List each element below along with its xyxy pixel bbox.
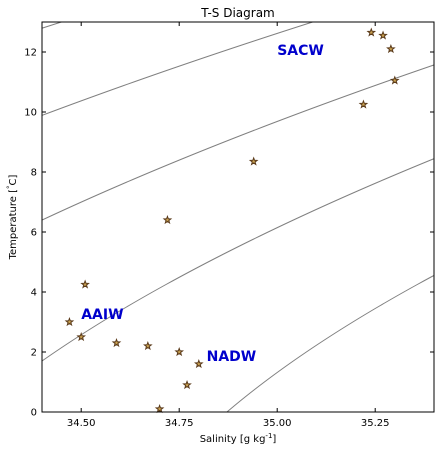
data-point	[154, 403, 165, 414]
data-point	[64, 316, 75, 327]
x-tick-label: 34.50	[67, 418, 96, 429]
x-tick-label: 34.75	[165, 418, 194, 429]
plot-frame	[41, 21, 435, 413]
annotation-aaiw: AAIW	[81, 307, 123, 323]
y-tick-label: 10	[24, 108, 37, 119]
chart-title: T-S Diagram	[200, 6, 275, 20]
x-tick-label: 35.00	[263, 418, 292, 429]
data-point	[358, 99, 369, 109]
data-point	[182, 379, 192, 390]
y-tick-label: 12	[24, 48, 37, 59]
annotation-sacw: SACW	[277, 43, 324, 59]
density-contour-6	[226, 274, 434, 412]
data-point	[378, 30, 388, 40]
density-contour-3	[42, 22, 315, 116]
y-axis-label: Temperature [°C]	[6, 174, 19, 260]
data-point	[248, 156, 259, 166]
density-contour-4	[42, 64, 434, 221]
y-axis-ticks: 0 2 4 6 8 10 12	[24, 48, 434, 419]
x-axis-label: Salinity [g kg-1]	[200, 432, 277, 445]
data-point	[162, 214, 173, 225]
data-point	[143, 340, 153, 351]
x-tick-label: 35.25	[361, 418, 390, 429]
data-point	[194, 358, 204, 369]
data-points	[64, 27, 400, 414]
density-contours	[42, 22, 434, 412]
water-mass-labels: SACW AAIW NADW	[81, 43, 324, 365]
y-tick-label: 2	[31, 348, 37, 359]
x-axis-ticks: 34.50 34.75 35.00 35.25	[67, 22, 390, 429]
y-tick-label: 6	[31, 228, 37, 239]
data-point	[366, 27, 377, 37]
data-point	[390, 75, 400, 85]
annotation-nadw: NADW	[207, 349, 257, 365]
data-point	[80, 279, 90, 289]
density-contour-5	[42, 158, 434, 362]
data-point	[111, 337, 122, 348]
data-point	[174, 346, 184, 357]
y-tick-label: 8	[31, 168, 37, 179]
y-tick-label: 0	[31, 408, 37, 419]
data-point	[386, 43, 396, 54]
y-tick-label: 4	[31, 288, 37, 299]
density-contour-2	[42, 22, 63, 29]
data-point	[76, 331, 86, 342]
